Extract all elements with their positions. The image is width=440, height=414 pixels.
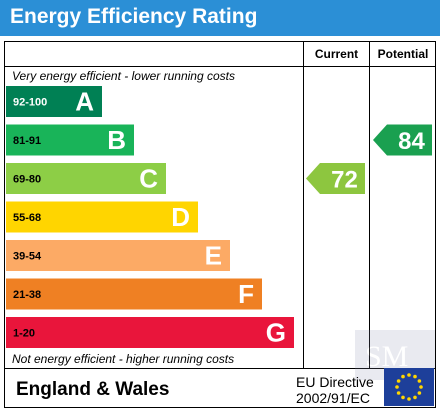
bottom-note: Not energy efficient - higher running co… [12, 352, 235, 366]
eu-star [413, 395, 417, 400]
eu-star [401, 374, 405, 379]
eu-star [395, 385, 399, 389]
band-c-range: 69-80 [13, 174, 41, 186]
band-g-letter: G [266, 318, 286, 348]
top-note: Very energy efficient - lower running co… [12, 69, 235, 83]
header-divider [4, 66, 436, 67]
column-divider-potential [369, 41, 370, 368]
band-b-range: 81-91 [13, 135, 41, 147]
eu-star [396, 391, 401, 395]
eu-star [396, 379, 401, 383]
band-c-letter: C [139, 164, 158, 194]
band-g-range: 1-20 [13, 328, 35, 340]
eu-star [419, 385, 423, 389]
band-a-letter: A [75, 87, 94, 117]
band-d-letter: D [171, 202, 190, 232]
potential-rating-arrow [373, 124, 432, 156]
eu-star [417, 379, 422, 383]
band-e-bar [6, 240, 230, 271]
current-rating-arrow [306, 163, 365, 194]
band-d-bar [6, 201, 198, 233]
rating-frame [4, 41, 436, 408]
eu-star [407, 373, 411, 377]
band-f-range: 21-38 [13, 289, 41, 301]
eu-flag-icon [384, 368, 434, 406]
potential-column-header: Potential [377, 47, 429, 61]
chart-title: Energy Efficiency Rating [10, 5, 258, 28]
potential-rating-value: 84 [398, 128, 425, 155]
band-b-bar [6, 124, 134, 156]
eu-star [417, 391, 422, 395]
directive-text: EU Directive 2002/91/EC [296, 374, 374, 406]
band-e-range: 39-54 [13, 251, 42, 263]
title-bar: Energy Efficiency Rating [0, 0, 440, 36]
footer-divider [4, 368, 436, 369]
current-column-header: Current [314, 47, 359, 61]
eu-star [413, 374, 417, 379]
band-g-bar [6, 317, 294, 348]
band-e-letter: E [205, 241, 222, 271]
eu-star [407, 397, 411, 401]
band-c-bar [6, 163, 166, 194]
region-label: England & Wales [16, 379, 170, 400]
band-f-letter: F [238, 279, 254, 309]
band-d-range: 55-68 [13, 212, 41, 224]
band-b-letter: B [107, 125, 126, 155]
directive-line-1: EU Directive [296, 374, 374, 390]
eu-star [401, 395, 405, 400]
band-a-bar [6, 86, 102, 117]
directive-line-2: 2002/91/EC [296, 390, 370, 406]
svg-text:SM: SM [365, 340, 408, 373]
band-f-bar [6, 278, 262, 310]
band-a-range: 92-100 [13, 97, 47, 109]
sm-watermark-icon: SM [355, 330, 435, 380]
column-divider-current [303, 41, 304, 368]
current-rating-value: 72 [331, 167, 358, 194]
